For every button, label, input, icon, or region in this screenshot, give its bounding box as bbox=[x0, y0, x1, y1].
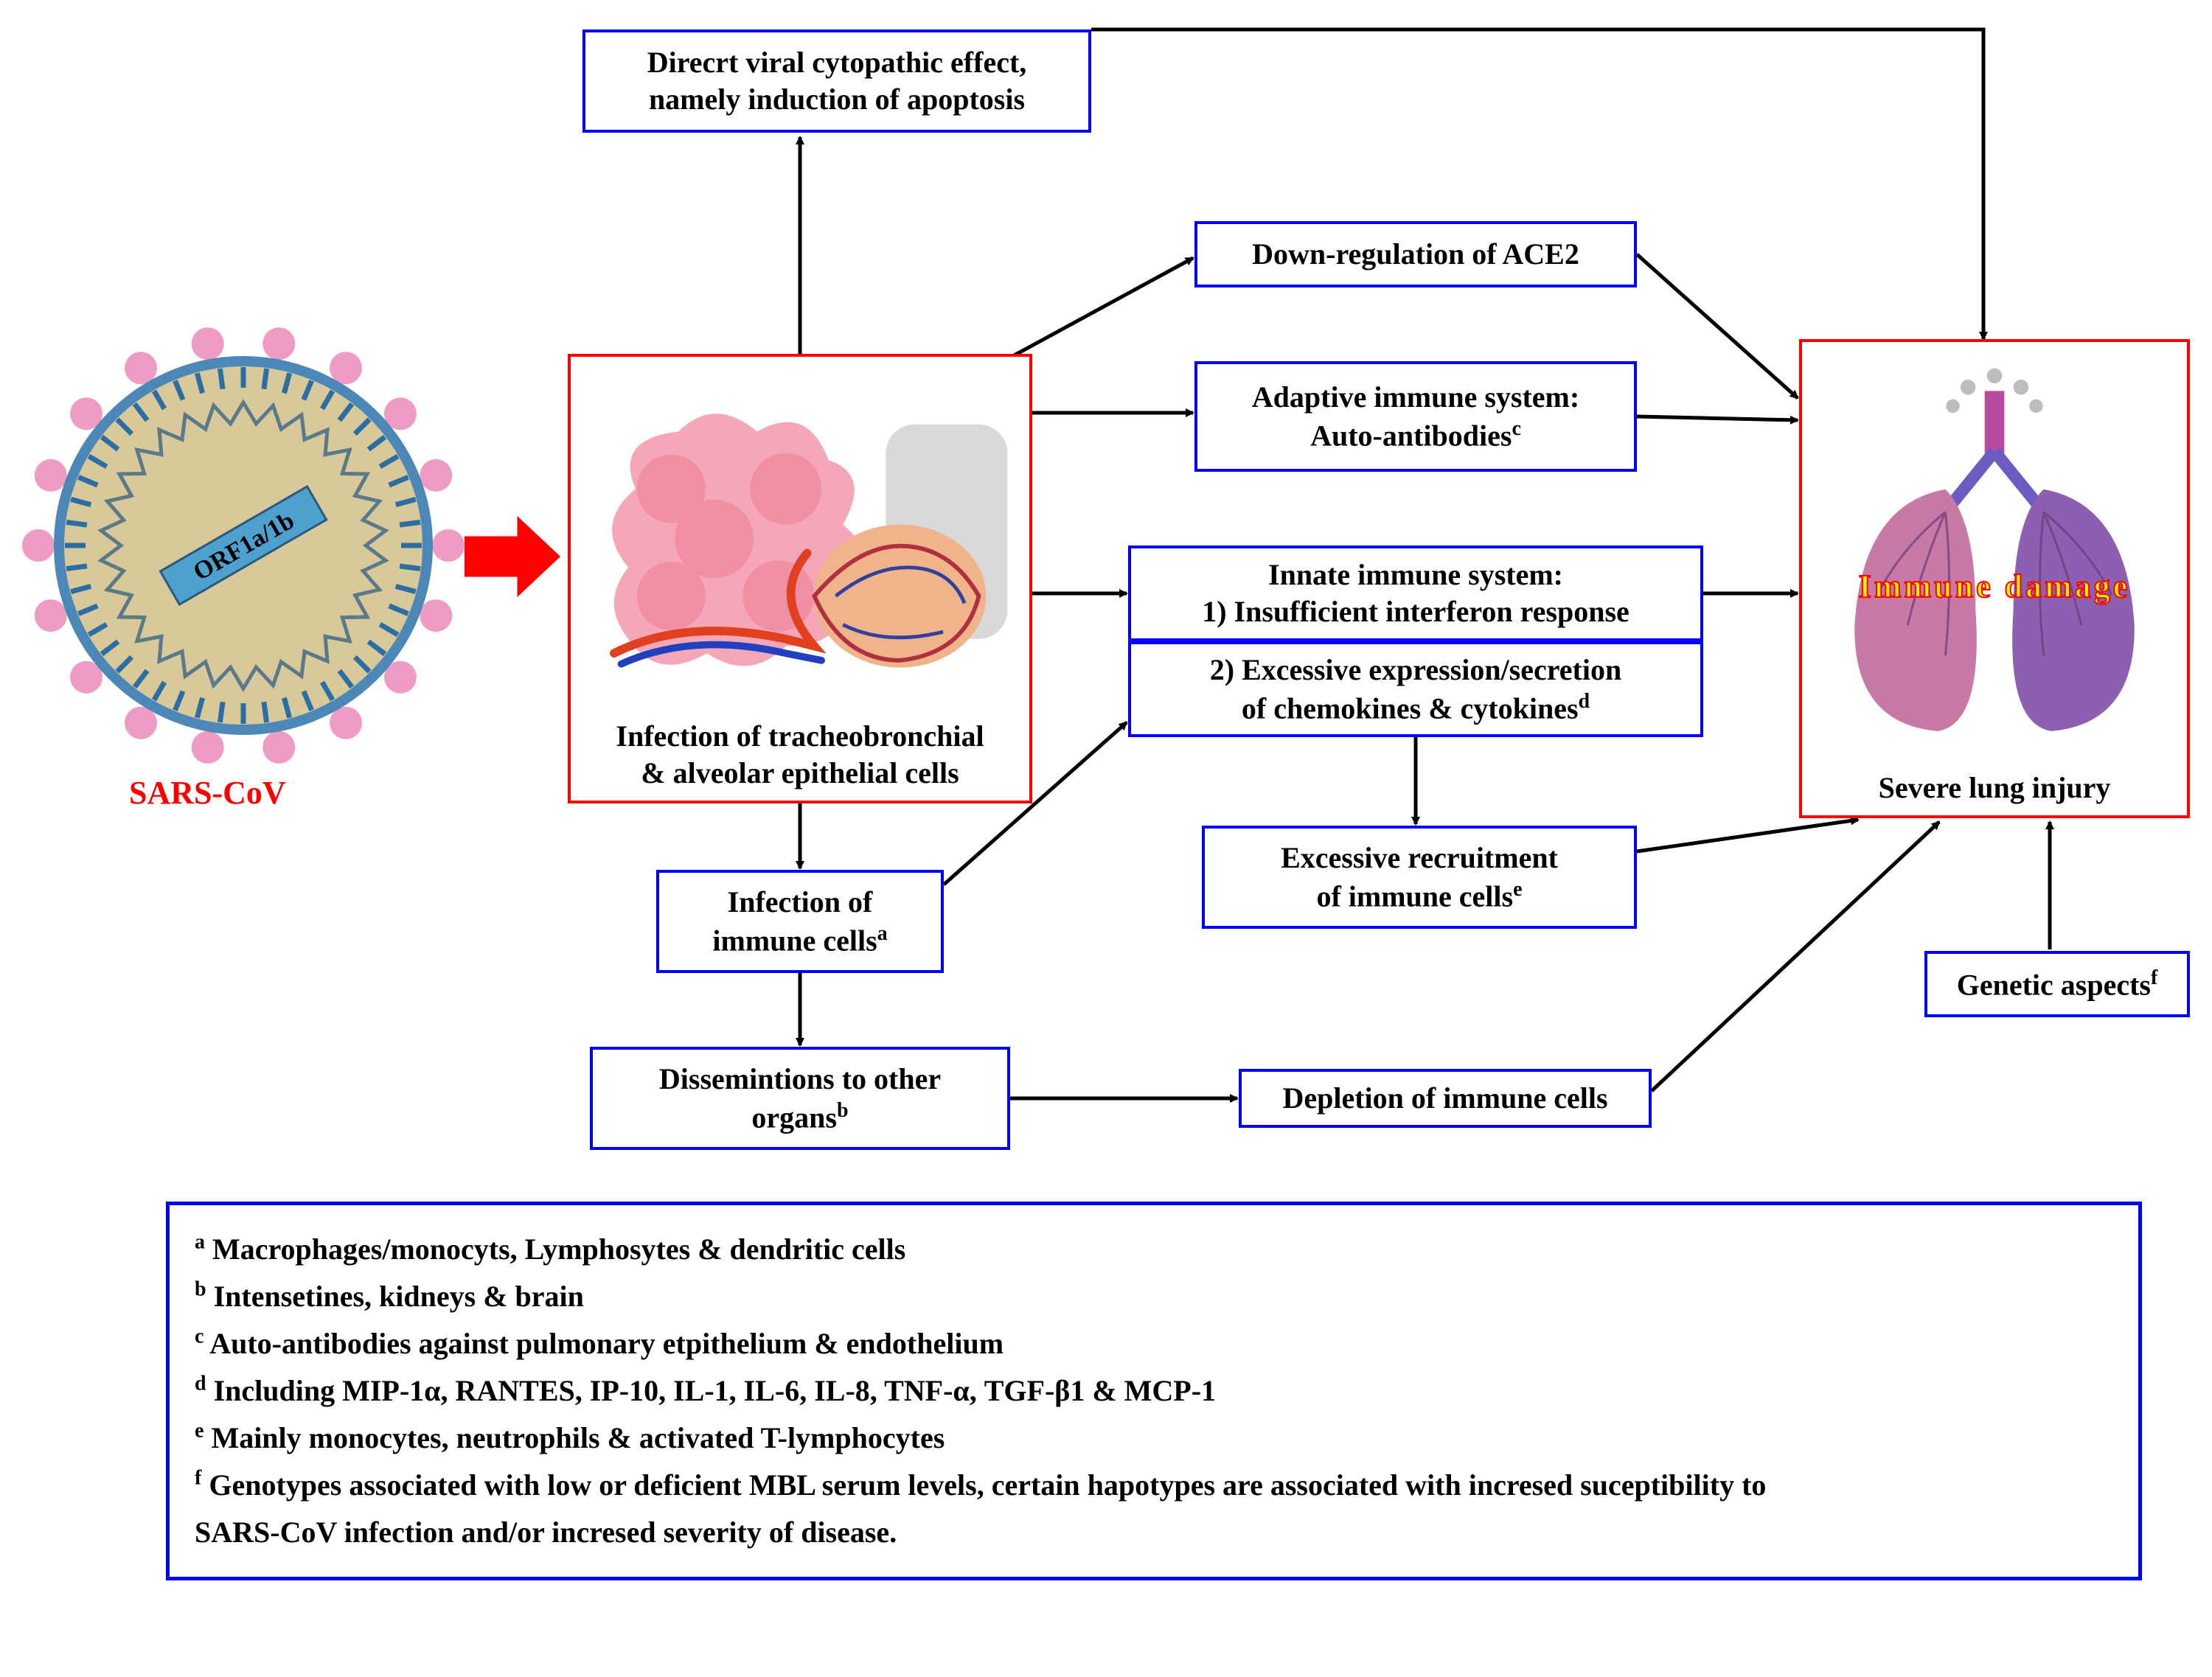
legend-line: c Auto-antibodies against pulmonary etpi… bbox=[195, 1320, 2113, 1367]
legend-box: a Macrophages/monocyts, Lymphosytes & de… bbox=[166, 1202, 2142, 1580]
node-dissemination: Dissemintions to otherorgansb bbox=[590, 1047, 1010, 1150]
node-excessive-recruitment: Excessive recruitmentof immune cellse bbox=[1202, 826, 1637, 929]
text-line: Direcrt viral cytopathic effect, bbox=[647, 44, 1027, 81]
diagram-canvas: ORF1a/1b SARS-CoV Direcrt viral cytopath… bbox=[0, 0, 2212, 1677]
text-line: organsb bbox=[751, 1098, 848, 1136]
legend-line: e Mainly monocytes, neutrophils & activa… bbox=[195, 1415, 2113, 1462]
node-innate-2: 2) Excessive expression/secretionof chem… bbox=[1128, 641, 1703, 737]
text-line: Infection of bbox=[728, 884, 873, 921]
legend-line: f Genotypes associated with low or defic… bbox=[195, 1462, 2113, 1509]
node-innate-1: Innate immune system:1) Insufficient int… bbox=[1128, 545, 1703, 641]
text-line: 2) Excessive expression/secretion bbox=[1210, 652, 1621, 688]
text-line: Adaptive immune system: bbox=[1252, 379, 1579, 416]
text-line: Auto-antibodiesc bbox=[1310, 416, 1521, 454]
legend-line: SARS-CoV infection and/or incresed sever… bbox=[195, 1509, 2113, 1556]
text-line: namely induction of apoptosis bbox=[649, 81, 1025, 118]
node-infection-tracheobronchial: Infection of tracheobronchial& alveolar … bbox=[568, 354, 1032, 803]
node-infection-immune-cells: Infection ofimmune cellsa bbox=[656, 870, 944, 973]
text-line: Dissemintions to other bbox=[659, 1061, 941, 1098]
text-line: Infection of tracheobronchial bbox=[616, 718, 984, 755]
node-genetic-aspects: Genetic aspectsf bbox=[1924, 951, 2190, 1017]
legend-line: d Including MIP-1α, RANTES, IP-10, IL-1,… bbox=[195, 1367, 2113, 1415]
bronchial-illustration bbox=[585, 366, 1015, 712]
text-line: Down-regulation of ACE2 bbox=[1252, 236, 1579, 273]
node-cytopathic-effect: Direcrt viral cytopathic effect,namely i… bbox=[582, 29, 1091, 133]
text-line: & alveolar epithelial cells bbox=[616, 755, 984, 792]
text-line: Genetic aspectsf bbox=[1957, 965, 2158, 1003]
text-line: Excessive recruitment bbox=[1281, 840, 1558, 876]
virus-label: SARS-CoV bbox=[129, 774, 286, 812]
big-red-arrow bbox=[465, 516, 560, 601]
virus-illustration: ORF1a/1b bbox=[7, 310, 479, 781]
node-adaptive-immune: Adaptive immune system:Auto-antibodiesc bbox=[1194, 361, 1637, 472]
text-line: Innate immune system: bbox=[1268, 557, 1563, 593]
lung-overlay-text: Immune damage bbox=[1836, 568, 2153, 605]
node-depletion: Depletion of immune cells bbox=[1239, 1069, 1652, 1128]
text-line: 1) Insufficient interferon response bbox=[1202, 593, 1630, 630]
text-line: immune cellsa bbox=[712, 921, 887, 959]
text-line: Severe lung injury bbox=[1879, 770, 2111, 806]
text-line: of immune cellse bbox=[1316, 876, 1522, 915]
legend-line: a Macrophages/monocyts, Lymphosytes & de… bbox=[195, 1226, 2113, 1273]
node-ace2: Down-regulation of ACE2 bbox=[1194, 221, 1637, 287]
legend-line: b Intensetines, kidneys & brain bbox=[195, 1273, 2113, 1320]
text-line: Depletion of immune cells bbox=[1282, 1080, 1607, 1117]
text-line: of chemokines & cytokinesd bbox=[1242, 688, 1590, 727]
lungs-illustration bbox=[1817, 351, 2172, 764]
